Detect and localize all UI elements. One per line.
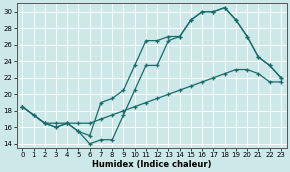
X-axis label: Humidex (Indice chaleur): Humidex (Indice chaleur): [92, 159, 211, 169]
